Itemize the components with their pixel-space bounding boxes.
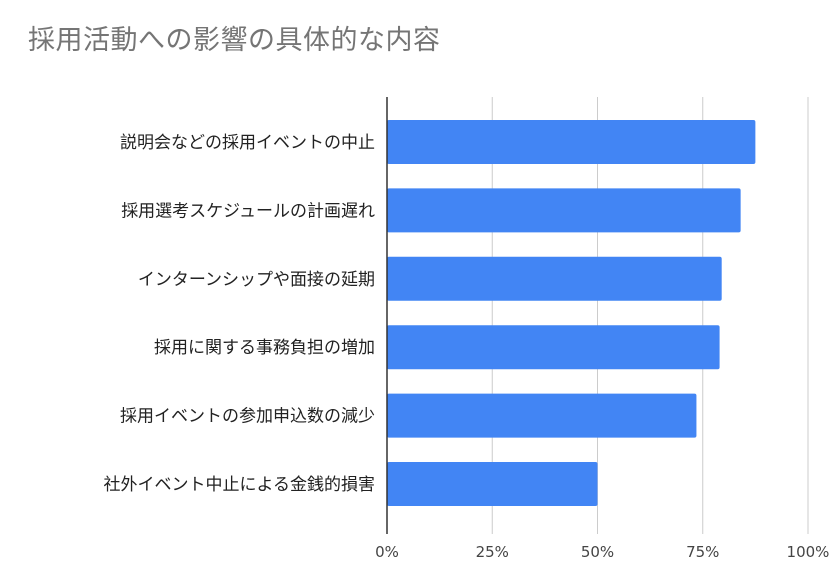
category-label: 説明会などの採用イベントの中止 bbox=[120, 133, 375, 153]
category-label: 採用に関する事務負担の増加 bbox=[154, 338, 375, 358]
x-tick-label: 25% bbox=[476, 543, 509, 561]
category-label: インターンシップや面接の延期 bbox=[138, 270, 375, 290]
bar bbox=[387, 256, 722, 301]
category-label: 採用選考スケジュールの計画遅れ bbox=[121, 201, 375, 221]
category-labels: 説明会などの採用イベントの中止採用選考スケジュールの計画遅れインターンシップや面… bbox=[104, 133, 376, 495]
bar bbox=[387, 462, 598, 506]
x-tick-label: 75% bbox=[686, 543, 719, 561]
x-tick-label: 50% bbox=[581, 543, 614, 561]
bars bbox=[387, 120, 756, 506]
bar bbox=[387, 325, 720, 370]
x-tick-label: 0% bbox=[375, 543, 399, 561]
bar bbox=[387, 120, 756, 164]
gridlines bbox=[491, 97, 809, 534]
x-tick-label: 100% bbox=[787, 543, 830, 561]
bar bbox=[387, 188, 741, 233]
bar bbox=[387, 393, 697, 438]
tick-labels: 0% 25% 50% 75% 100% bbox=[375, 543, 829, 561]
category-label: 社外イベント中止による金銭的損害 bbox=[104, 475, 376, 495]
chart-title: 採用活動への影響の具体的な内容 bbox=[28, 25, 441, 56]
category-label: 採用イベントの参加申込数の減少 bbox=[120, 407, 375, 427]
